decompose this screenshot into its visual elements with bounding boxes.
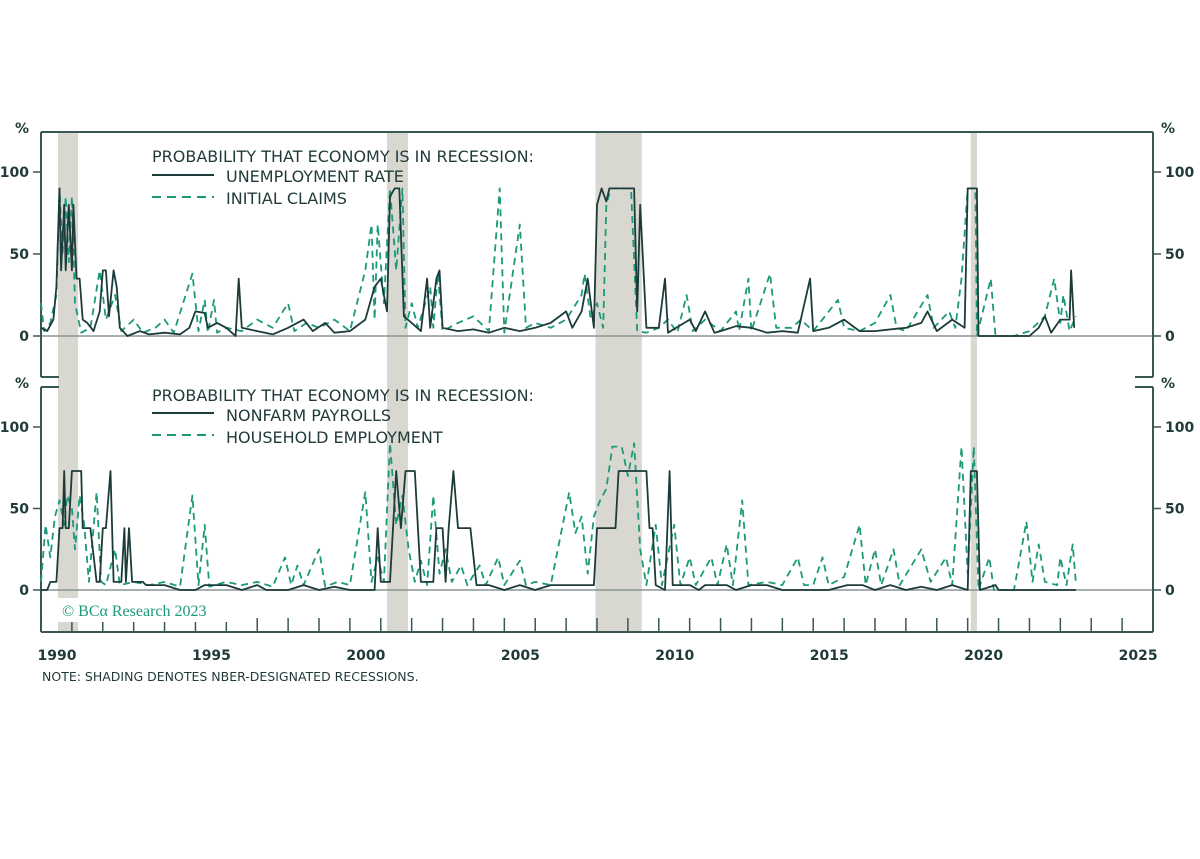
top-panel-title: PROBABILITY THAT ECONOMY IS IN RECESSION… — [152, 147, 534, 166]
y-tick-label-right: 50 — [1165, 247, 1185, 263]
x-tick-label: 2000 — [346, 648, 385, 664]
x-tick-label: 1995 — [192, 648, 231, 664]
series-household-employment — [40, 442, 1077, 591]
y-tick-label-left: 100 — [0, 165, 29, 181]
legend-nonfarm-payrolls: NONFARM PAYROLLS — [226, 406, 391, 425]
chart-note: NOTE: SHADING DENOTES NBER-DESIGNATED RE… — [42, 669, 419, 684]
x-tick-label: 1990 — [38, 648, 77, 664]
legend-household-employment: HOUSEHOLD EMPLOYMENT — [226, 428, 443, 447]
copyright-watermark: © BCα Research 2023 — [62, 603, 207, 620]
y-tick-label-left: 50 — [10, 247, 30, 263]
labels-layer: 0 0 50 50 100 100% % 1990 1995 2000 2005 2010 2015 20… — [0, 121, 1194, 664]
y-tick-label-right: 0 — [1165, 583, 1175, 599]
recession-shading-layer — [57, 132, 977, 632]
legend-initial-claims: INITIAL CLAIMS — [226, 189, 347, 208]
series-nonfarm-payrolls — [41, 470, 1076, 591]
y-unit-right: % — [1161, 121, 1175, 137]
y-unit-left: % — [15, 376, 29, 392]
y-tick-label-left: 0 — [19, 329, 29, 345]
y-tick-label-left: 0 — [19, 583, 29, 599]
y-unit-left: % — [15, 121, 29, 137]
axes-layer — [33, 131, 1161, 633]
y-tick-label-left: 50 — [10, 502, 30, 518]
series-initial-claims — [40, 187, 1077, 337]
legend-unemployment-rate: UNEMPLOYMENT RATE — [226, 167, 404, 186]
y-tick-label-right: 100 — [1165, 420, 1194, 436]
y-tick-label-right: 0 — [1165, 329, 1175, 345]
series-unemployment-rate — [40, 187, 1076, 337]
y-tick-label-left: 100 — [0, 420, 29, 436]
x-tick-label: 2010 — [655, 648, 694, 664]
y-tick-label-right: 50 — [1165, 502, 1185, 518]
copyright-bg — [58, 598, 230, 622]
x-tick-label: 2025 — [1119, 648, 1158, 664]
x-tick-label: 2020 — [964, 648, 1003, 664]
y-tick-label-right: 100 — [1165, 165, 1194, 181]
y-unit-right: % — [1161, 376, 1175, 392]
x-tick-label: 2005 — [501, 648, 540, 664]
x-tick-label: 2015 — [810, 648, 849, 664]
series-layer — [40, 187, 1077, 591]
bottom-panel-title: PROBABILITY THAT ECONOMY IS IN RECESSION… — [152, 386, 534, 405]
recession-band — [970, 132, 977, 632]
